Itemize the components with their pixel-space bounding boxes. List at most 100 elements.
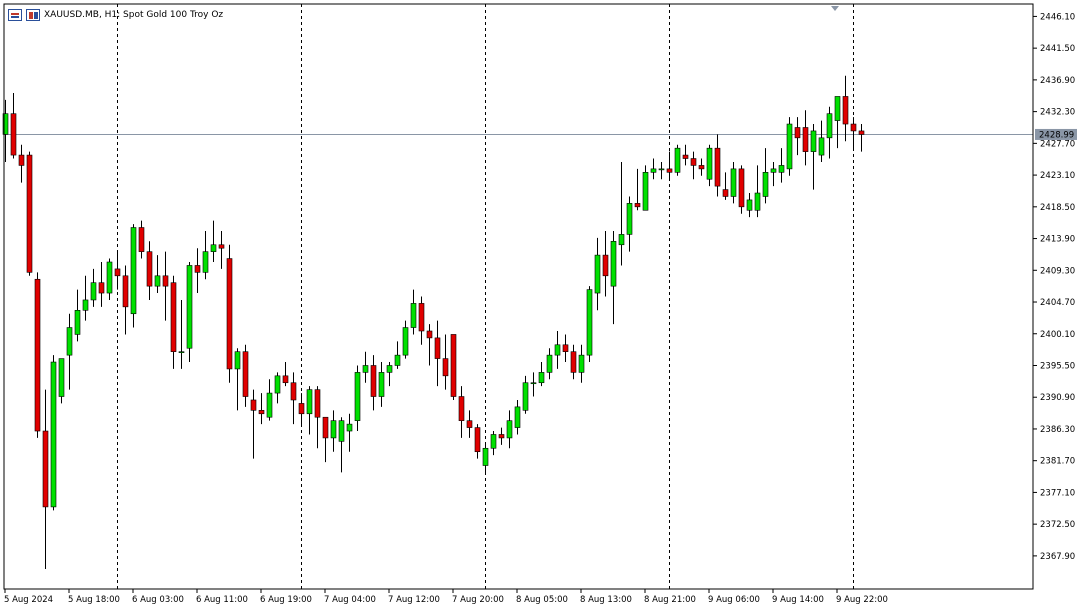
price-tick-label: 2446.10	[1040, 12, 1075, 22]
candle	[218, 230, 225, 269]
price-tick-label: 2432.30	[1040, 108, 1075, 118]
candle	[610, 230, 617, 325]
price-tick-label: 2427.70	[1040, 139, 1075, 149]
candle-body	[242, 351, 249, 397]
time-tick-label: 5 Aug 2024	[4, 595, 53, 605]
candle-body	[50, 361, 57, 508]
candle	[482, 444, 489, 473]
candle-body	[42, 430, 49, 508]
candle	[538, 362, 545, 387]
candle	[514, 399, 521, 435]
candle-body	[282, 375, 289, 384]
time-tick-label: 6 Aug 19:00	[260, 595, 312, 605]
candle	[746, 193, 753, 218]
candle-body	[106, 261, 113, 294]
candle-body	[826, 113, 833, 139]
candle	[850, 117, 857, 149]
candle-body	[314, 389, 321, 418]
candle	[186, 262, 193, 363]
candle	[338, 417, 345, 473]
price-tick-label: 2404.70	[1040, 298, 1075, 308]
candle	[362, 351, 369, 383]
candle-body	[554, 344, 561, 356]
candle	[106, 258, 113, 300]
candle-body	[250, 399, 257, 411]
price-axis[interactable]: 2446.10 2441.50 2436.90 2432.30 2427.70 2423.…	[1033, 12, 1075, 562]
candle	[666, 151, 673, 180]
candle-body	[842, 96, 849, 125]
time-tick-label: 6 Aug 11:00	[196, 595, 248, 605]
candle	[146, 241, 153, 300]
candle-body	[706, 147, 713, 180]
candle-body	[850, 123, 857, 132]
candle	[386, 362, 393, 387]
candle-body	[442, 358, 449, 377]
candle	[826, 106, 833, 159]
candle-body	[418, 303, 425, 332]
candle-body	[330, 420, 337, 439]
depth-of-market-icon[interactable]	[26, 9, 40, 21]
candle	[858, 124, 865, 152]
candle	[282, 362, 289, 387]
candle	[762, 148, 769, 204]
price-tick-label: 2400.10	[1040, 330, 1075, 340]
candle	[290, 372, 297, 425]
candle	[434, 320, 441, 387]
chart-shift-marker-icon[interactable]	[831, 6, 839, 11]
candle	[570, 344, 577, 380]
time-tick-label: 7 Aug 12:00	[388, 595, 440, 605]
candle	[274, 372, 281, 404]
time-tick-label: 9 Aug 14:00	[772, 595, 824, 605]
candle	[378, 362, 385, 407]
candle	[306, 386, 313, 435]
candle	[234, 348, 241, 411]
candle	[754, 165, 761, 218]
candle	[426, 324, 433, 366]
candle-body	[274, 375, 281, 394]
candle	[250, 389, 257, 459]
candle-body	[10, 113, 17, 156]
candle-body	[66, 327, 73, 356]
price-tick-label: 2413.90	[1040, 235, 1075, 245]
candle	[418, 296, 425, 345]
one-click-trading-icon[interactable]	[8, 9, 22, 21]
candle	[562, 334, 569, 363]
candle-body	[18, 154, 25, 166]
candle-body	[666, 168, 673, 173]
candle-body	[578, 354, 585, 373]
candle-body	[594, 254, 601, 294]
candle	[346, 413, 353, 452]
price-tick-label: 2395.50	[1040, 361, 1075, 371]
candle	[82, 275, 89, 321]
candle	[594, 237, 601, 311]
price-tick-label: 2409.30	[1040, 266, 1075, 276]
time-tick-label: 5 Aug 18:00	[68, 595, 120, 605]
candle-body	[290, 382, 297, 401]
candle-body	[178, 351, 185, 353]
candle-body	[258, 410, 265, 415]
candle	[314, 386, 321, 449]
candle	[370, 355, 377, 411]
candle-body	[434, 337, 441, 359]
candle	[330, 410, 337, 452]
candle	[634, 168, 641, 211]
candle-body	[370, 365, 377, 397]
time-axis[interactable]: 5 Aug 2024 5 Aug 18:00 6 Aug 03:00 6 Aug 11…	[4, 589, 888, 605]
price-tick-label: 2418.50	[1040, 203, 1075, 213]
price-tick-label: 2367.90	[1040, 552, 1075, 562]
candle	[690, 151, 697, 180]
candle-body	[386, 365, 393, 373]
candle-body	[794, 127, 801, 139]
candle-body	[746, 199, 753, 211]
candle	[450, 334, 457, 400]
candle	[818, 120, 825, 162]
candle-body	[474, 427, 481, 453]
candle	[618, 161, 625, 266]
candle-body	[618, 234, 625, 246]
candle	[602, 230, 609, 297]
candle	[242, 344, 249, 407]
candle-body	[322, 416, 329, 439]
candle	[506, 410, 513, 449]
